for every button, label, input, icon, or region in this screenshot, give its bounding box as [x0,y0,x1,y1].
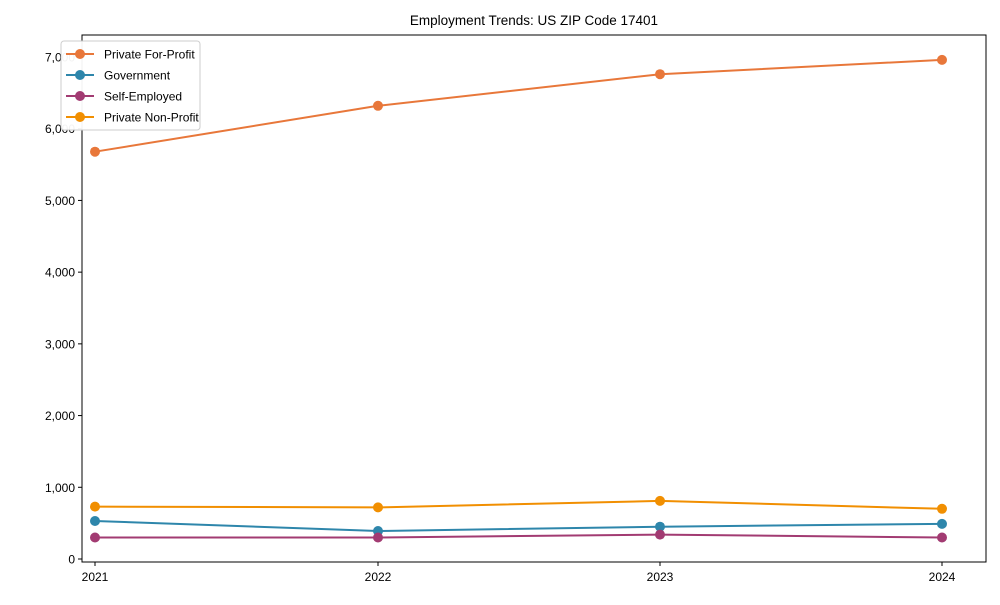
series-line [95,533,943,539]
legend-marker-icon [75,112,85,122]
series-line [94,58,943,153]
data-point [90,532,100,543]
legend: Private For-Profit Government Self-Employe… [60,40,201,131]
legend-marker-icon [75,70,85,80]
data-point [937,532,947,543]
y-tick-label: 5,000 [45,194,75,208]
data-point [90,501,100,512]
data-point [937,518,947,529]
legend-label: Government [104,69,171,83]
y-tick-label: 2,000 [45,409,75,423]
data-point [655,495,665,506]
legend-box [60,40,201,131]
axes: 01,0002,0003,0004,0005,0006,0007,0002021… [45,34,987,584]
chart-title: Employment Trends: US ZIP Code 17401 [410,13,658,28]
series-line [94,520,943,533]
data-point [937,503,947,514]
y-tick-label: 3,000 [45,337,75,351]
legend-label: Private For-Profit [104,48,195,62]
data-point [90,146,100,157]
data-point [373,100,383,111]
series-line [94,499,943,510]
data-point [655,69,665,80]
legend-item: Government [66,69,171,83]
legend-item: Private For-Profit [66,48,195,62]
y-tick-label: 0 [68,553,75,567]
data-point [655,521,665,532]
x-tick-label: 2024 [929,570,956,584]
x-tick-label: 2022 [365,570,392,584]
series-layer [90,54,947,543]
legend-marker-icon [75,49,85,59]
y-tick-label: 1,000 [45,481,75,495]
data-point [90,516,100,526]
plot-frame [81,34,987,563]
series-private-non-profit [90,495,947,514]
y-tick-label: 4,000 [45,266,75,280]
legend-item: Self-Employed [66,90,182,104]
x-tick-label: 2023 [647,570,674,584]
legend-label: Self-Employed [104,90,182,104]
data-point [937,54,947,65]
series-self-employed [90,529,947,543]
series-government [90,516,947,536]
legend-item: Private Non-Profit [66,111,199,125]
series-private-for-profit [90,54,947,157]
x-tick-label: 2021 [82,570,109,584]
legend-marker-icon [75,91,85,101]
data-point [373,532,383,543]
data-point [655,529,665,540]
data-point [373,502,383,513]
legend-label: Private Non-Profit [104,111,199,125]
